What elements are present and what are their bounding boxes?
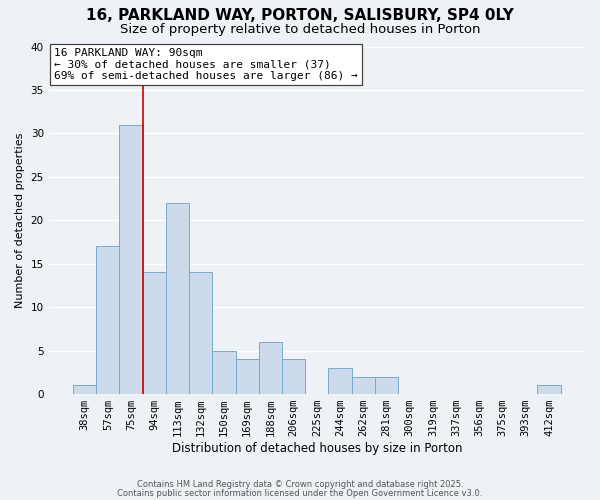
- Bar: [189, 272, 212, 394]
- Text: Size of property relative to detached houses in Porton: Size of property relative to detached ho…: [120, 22, 480, 36]
- Text: Contains HM Land Registry data © Crown copyright and database right 2025.: Contains HM Land Registry data © Crown c…: [137, 480, 463, 489]
- Bar: [282, 360, 305, 394]
- X-axis label: Distribution of detached houses by size in Porton: Distribution of detached houses by size …: [172, 442, 462, 455]
- Bar: [352, 376, 375, 394]
- Bar: [328, 368, 352, 394]
- Bar: [236, 360, 259, 394]
- Text: 16 PARKLAND WAY: 90sqm
← 30% of detached houses are smaller (37)
69% of semi-det: 16 PARKLAND WAY: 90sqm ← 30% of detached…: [54, 48, 358, 82]
- Bar: [212, 350, 236, 394]
- Text: Contains public sector information licensed under the Open Government Licence v3: Contains public sector information licen…: [118, 488, 482, 498]
- Bar: [375, 376, 398, 394]
- Text: 16, PARKLAND WAY, PORTON, SALISBURY, SP4 0LY: 16, PARKLAND WAY, PORTON, SALISBURY, SP4…: [86, 8, 514, 22]
- Bar: [259, 342, 282, 394]
- Y-axis label: Number of detached properties: Number of detached properties: [15, 132, 25, 308]
- Bar: [73, 386, 96, 394]
- Bar: [538, 386, 560, 394]
- Bar: [143, 272, 166, 394]
- Bar: [166, 203, 189, 394]
- Bar: [119, 124, 143, 394]
- Bar: [96, 246, 119, 394]
